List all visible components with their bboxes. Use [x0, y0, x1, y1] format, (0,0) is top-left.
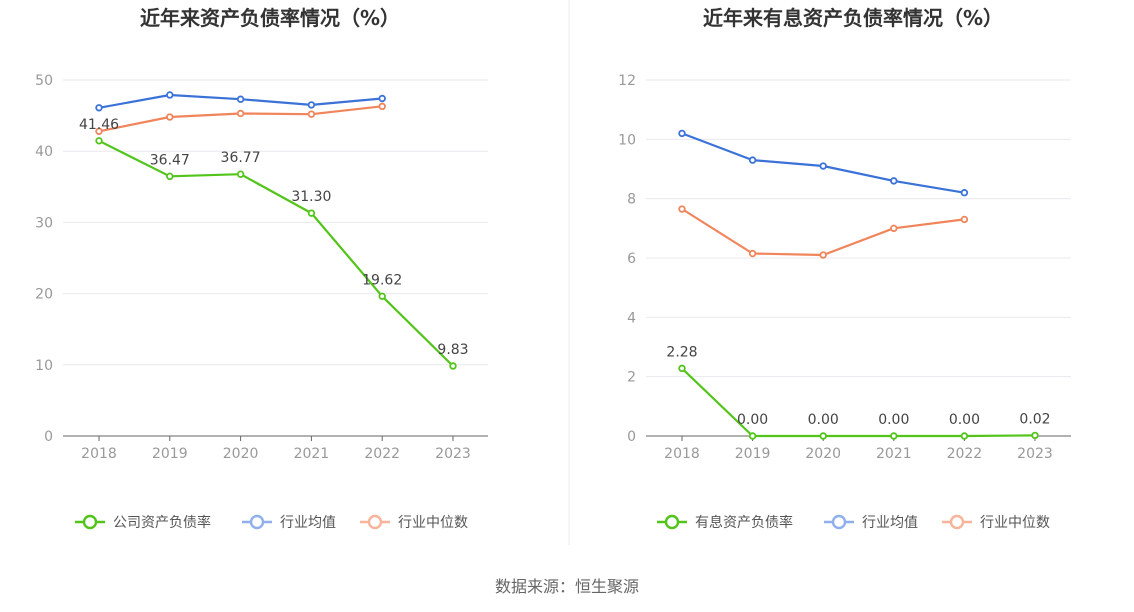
chart-title: 近年来资产负债率情况（%）: [140, 6, 400, 30]
data-point[interactable]: [960, 432, 969, 440]
x-tick-label: 2019: [152, 446, 188, 462]
data-point[interactable]: [307, 110, 316, 118]
x-tick-label: 2018: [664, 446, 700, 462]
data-point[interactable]: [236, 109, 245, 118]
data-point[interactable]: [378, 94, 386, 103]
data-point[interactable]: [890, 432, 898, 440]
data-point[interactable]: [95, 104, 103, 112]
y-tick-label: 30: [35, 215, 53, 231]
data-label: 0.00: [949, 412, 980, 428]
data-label: 0.00: [737, 412, 768, 428]
data-label: 19.62: [362, 272, 402, 288]
y-tick-label: 6: [627, 251, 636, 267]
legend-label[interactable]: 行业中位数: [398, 515, 468, 531]
x-tick-label: 2021: [294, 446, 330, 462]
data-point[interactable]: [678, 205, 686, 213]
data-point[interactable]: [748, 156, 757, 164]
y-tick-label: 50: [35, 73, 53, 89]
data-point[interactable]: [166, 172, 174, 181]
series-line: [98, 139, 454, 367]
legend-marker[interactable]: [82, 514, 98, 530]
x-tick-label: 2019: [735, 446, 771, 462]
data-point[interactable]: [819, 251, 827, 259]
y-tick-label: 12: [618, 73, 636, 89]
source-label: 数据来源：恒生聚源: [495, 577, 639, 596]
y-tick-label: 8: [627, 192, 636, 208]
chart-interest-debt-ratio: 近年来有息资产负债率情况（%） 0 2 4 6 8 10 12 2018 2019 2020 2021…: [618, 6, 1071, 531]
data-point[interactable]: [960, 215, 969, 224]
y-tick-label: 0: [627, 429, 636, 445]
x-tick-label: 2023: [435, 446, 471, 462]
data-label: 41.46: [79, 117, 119, 133]
data-point[interactable]: [378, 292, 386, 301]
x-tick-label: 2022: [364, 446, 400, 462]
legend-marker[interactable]: [831, 514, 847, 530]
series-line: [681, 208, 965, 257]
data-point[interactable]: [95, 137, 103, 145]
data-label: 2.28: [666, 344, 697, 360]
legend-marker[interactable]: [249, 514, 265, 530]
y-tick-label: 10: [618, 132, 636, 148]
series-line: [681, 367, 1036, 438]
data-point[interactable]: [890, 177, 898, 185]
data-point[interactable]: [236, 95, 245, 103]
data-point[interactable]: [307, 209, 316, 217]
x-tick-label: 2020: [805, 446, 841, 462]
legend-label[interactable]: 公司资产负债率: [113, 514, 211, 531]
data-label: 9.83: [437, 342, 468, 358]
chart-debt-ratio: 近年来资产负债率情况（%） 0 10 20 30 40 50 2018 2019 2020 2021…: [35, 6, 488, 531]
y-tick-label: 20: [35, 287, 53, 303]
legend-label[interactable]: 行业均值: [280, 515, 336, 531]
data-point[interactable]: [236, 170, 245, 178]
data-point[interactable]: [166, 113, 174, 121]
data-point[interactable]: [748, 432, 757, 440]
x-tick-label: 2020: [223, 446, 259, 462]
data-point[interactable]: [748, 249, 757, 258]
x-tick-label: 2018: [81, 446, 117, 462]
y-tick-label: 40: [35, 144, 53, 160]
data-point[interactable]: [678, 129, 686, 138]
data-point[interactable]: [678, 364, 686, 373]
x-tick-label: 2021: [876, 446, 912, 462]
data-point[interactable]: [890, 224, 898, 233]
y-tick-label: 0: [44, 429, 53, 445]
data-label: 0.00: [878, 412, 909, 428]
data-point[interactable]: [307, 101, 316, 109]
legend-marker[interactable]: [367, 514, 383, 530]
data-label: 36.47: [150, 152, 190, 168]
data-point[interactable]: [960, 189, 969, 197]
data-point[interactable]: [1031, 431, 1039, 440]
data-label: 31.30: [291, 189, 331, 205]
data-point[interactable]: [449, 362, 457, 370]
data-point[interactable]: [819, 432, 827, 440]
data-point[interactable]: [819, 162, 827, 170]
data-label: 0.00: [808, 412, 839, 428]
legend-marker[interactable]: [664, 514, 680, 530]
legend-label[interactable]: 行业均值: [862, 515, 918, 531]
legend-label[interactable]: 行业中位数: [980, 515, 1050, 531]
x-tick-label: 2023: [1017, 446, 1053, 462]
data-point[interactable]: [166, 91, 174, 99]
x-tick-label: 2022: [947, 446, 983, 462]
legend-label[interactable]: 有息资产负债率: [695, 514, 793, 531]
data-point[interactable]: [378, 102, 386, 111]
data-label: 0.02: [1019, 411, 1050, 427]
y-tick-label: 4: [627, 310, 636, 326]
y-tick-label: 10: [35, 358, 53, 374]
y-tick-label: 2: [627, 370, 636, 386]
legend-marker[interactable]: [949, 514, 965, 530]
data-point[interactable]: [95, 127, 103, 135]
chart-title: 近年来有息资产负债率情况（%）: [703, 6, 1003, 30]
data-label: 36.77: [221, 150, 261, 166]
